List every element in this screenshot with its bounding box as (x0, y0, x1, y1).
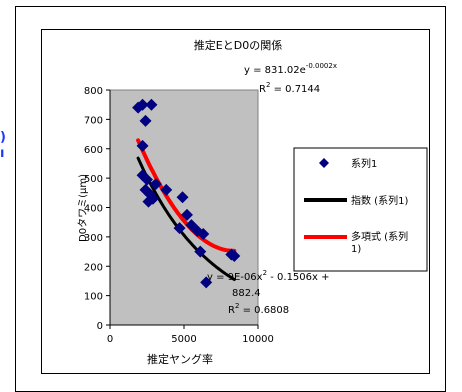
data-point (173, 222, 186, 235)
poly-r2: R2 = 0.6808 (228, 302, 289, 316)
data-point (146, 192, 159, 205)
y-tick-label: 0 (97, 321, 103, 332)
data-point (141, 173, 153, 186)
x-tick-label: 0 (107, 334, 113, 345)
trendlines (136, 138, 237, 281)
legend-marker-series1 (319, 158, 329, 168)
data-point (136, 139, 149, 152)
y-axis-title: D0タワミ(μm) (77, 174, 89, 242)
y-tick-label: 600 (84, 145, 103, 156)
data-point (176, 191, 189, 204)
axes (106, 89, 259, 329)
y-tick-label: 400 (84, 204, 103, 215)
legend-label-poly-line2: 1) (351, 244, 361, 255)
data-point (149, 178, 162, 190)
legend-box[interactable] (293, 147, 428, 272)
y-tick-label: 700 (84, 115, 103, 126)
x-axis-title: 推定ヤング率 (147, 352, 213, 366)
chart-title: 推定EとD0の関係 (194, 38, 282, 52)
legend-label-exp: 指数 (系列1) (351, 194, 408, 207)
data-point (136, 98, 149, 111)
x-tick-labels: 0 5000 10000 (107, 334, 274, 345)
legend-markers (304, 158, 347, 239)
data-point (197, 227, 210, 240)
data-points (132, 98, 241, 289)
x-tick-label: 5000 (171, 334, 196, 345)
cropped-text-fragment: ) ı (0, 130, 6, 161)
poly-equation-line1: y = 9E-06x2 - 0.1506x + (207, 269, 330, 283)
data-point (180, 208, 193, 221)
y-tick-label: 500 (84, 174, 103, 185)
y-tick-label: 800 (84, 86, 103, 97)
y-tick-label: 100 (84, 292, 103, 303)
data-point (200, 276, 213, 289)
poly-equation-line2: 882.4 (232, 288, 261, 299)
data-point (139, 114, 152, 127)
legend-label-poly-line1: 多項式 (系列 (351, 230, 408, 243)
poly-trendline (136, 138, 237, 253)
legend-label-series1: 系列1 (351, 157, 377, 170)
y-tick-label: 200 (84, 262, 103, 273)
data-point (194, 245, 207, 258)
x-tick-label: 10000 (242, 334, 274, 345)
exp-r2: R2 = 0.7144 (259, 81, 320, 95)
data-point (228, 249, 241, 262)
y-tick-labels: 0 100 200 300 400 500 600 700 800 (84, 86, 103, 332)
data-point (160, 183, 173, 196)
exp-equation: y = 831.02e-0.0002x (244, 62, 337, 76)
exp-trendline (136, 156, 236, 281)
y-tick-label: 300 (84, 233, 103, 244)
data-point (145, 98, 158, 111)
